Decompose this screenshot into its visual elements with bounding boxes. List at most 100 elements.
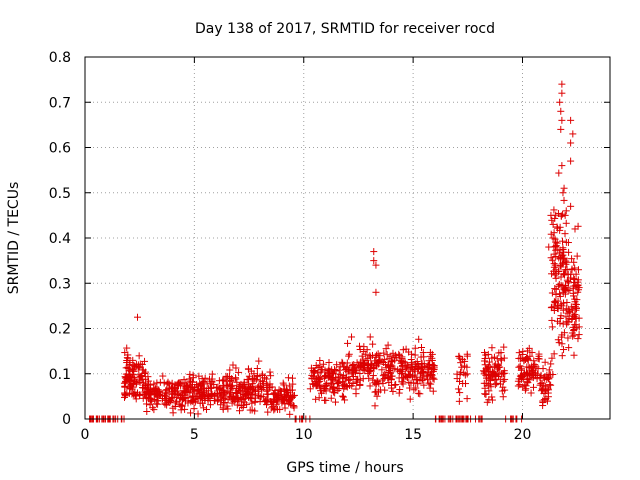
data-point xyxy=(525,364,533,372)
data-point xyxy=(206,392,214,400)
data-point xyxy=(248,382,256,390)
data-point xyxy=(261,374,269,382)
y-axis-label: SRMTID / TECUs xyxy=(6,182,22,295)
data-point xyxy=(456,389,464,397)
data-point xyxy=(537,371,545,379)
data-point xyxy=(528,348,536,356)
y-tick-label: 0.5 xyxy=(49,186,71,202)
data-point xyxy=(226,366,234,374)
data-point xyxy=(353,359,361,367)
data-point xyxy=(191,397,199,405)
data-point xyxy=(551,285,559,293)
data-point xyxy=(531,361,539,369)
data-point xyxy=(173,381,181,389)
data-point xyxy=(362,357,370,365)
data-point xyxy=(570,258,578,266)
data-point xyxy=(127,377,135,385)
data-point xyxy=(564,239,572,247)
data-point xyxy=(356,369,364,377)
data-point xyxy=(350,360,358,368)
data-point xyxy=(501,386,509,394)
data-point xyxy=(122,377,130,385)
data-point xyxy=(387,384,395,392)
data-point xyxy=(370,248,378,256)
data-point xyxy=(310,368,318,376)
data-point xyxy=(147,395,155,403)
data-point xyxy=(145,389,153,397)
data-point xyxy=(345,352,353,360)
data-point xyxy=(286,410,294,418)
data-point xyxy=(562,207,570,215)
data-point xyxy=(427,380,435,388)
data-point xyxy=(396,385,404,393)
data-point xyxy=(264,390,272,398)
data-point xyxy=(406,367,414,375)
data-point xyxy=(527,389,535,397)
data-point xyxy=(263,401,271,409)
data-point xyxy=(220,383,228,391)
data-point xyxy=(563,298,571,306)
data-point xyxy=(540,390,548,398)
data-point xyxy=(167,396,175,404)
data-point xyxy=(526,352,534,360)
data-point xyxy=(344,339,352,347)
data-point xyxy=(321,396,329,404)
data-point xyxy=(486,363,494,371)
data-point xyxy=(530,383,538,391)
data-point xyxy=(565,315,573,323)
data-point xyxy=(384,361,392,369)
x-axis-label: GPS time / hours xyxy=(286,460,403,476)
data-point xyxy=(155,391,163,399)
data-point xyxy=(463,352,471,360)
data-point xyxy=(557,263,565,271)
data-point xyxy=(146,401,154,409)
data-point xyxy=(272,392,280,400)
data-point xyxy=(255,357,263,365)
data-point xyxy=(565,248,573,256)
data-point xyxy=(564,278,572,286)
data-point xyxy=(317,387,325,395)
data-point xyxy=(550,260,558,268)
data-point xyxy=(398,378,406,386)
data-point xyxy=(137,372,145,380)
data-point xyxy=(484,350,492,358)
data-point xyxy=(253,364,261,372)
data-point xyxy=(363,346,371,354)
data-point xyxy=(564,334,572,342)
data-point xyxy=(567,139,575,147)
data-point xyxy=(243,376,251,384)
data-point xyxy=(348,361,356,369)
data-point xyxy=(271,390,279,398)
data-point xyxy=(312,395,320,403)
data-point xyxy=(419,375,427,383)
data-point xyxy=(400,358,408,366)
data-point xyxy=(562,219,570,227)
data-point xyxy=(495,349,503,357)
data-point xyxy=(485,358,493,366)
data-point xyxy=(558,237,566,245)
data-point xyxy=(493,379,501,387)
data-point xyxy=(387,357,395,365)
data-point xyxy=(497,355,505,363)
data-point xyxy=(168,379,176,387)
data-point xyxy=(558,302,566,310)
x-tick-label: 20 xyxy=(514,427,532,443)
data-point xyxy=(567,157,575,165)
data-point xyxy=(348,333,356,341)
data-point xyxy=(561,211,569,219)
data-point xyxy=(121,349,129,357)
data-point xyxy=(463,363,471,371)
data-point xyxy=(430,375,438,383)
data-point xyxy=(369,372,377,380)
y-tick-label: 0.8 xyxy=(49,50,71,66)
data-point xyxy=(493,365,501,373)
data-point xyxy=(546,381,554,389)
data-point xyxy=(563,276,571,284)
data-point xyxy=(495,368,503,376)
data-point xyxy=(250,377,258,385)
data-point xyxy=(520,375,528,383)
y-tick-label: 0.4 xyxy=(49,231,71,247)
data-point xyxy=(181,405,189,413)
x-tick-label: 0 xyxy=(81,427,90,443)
